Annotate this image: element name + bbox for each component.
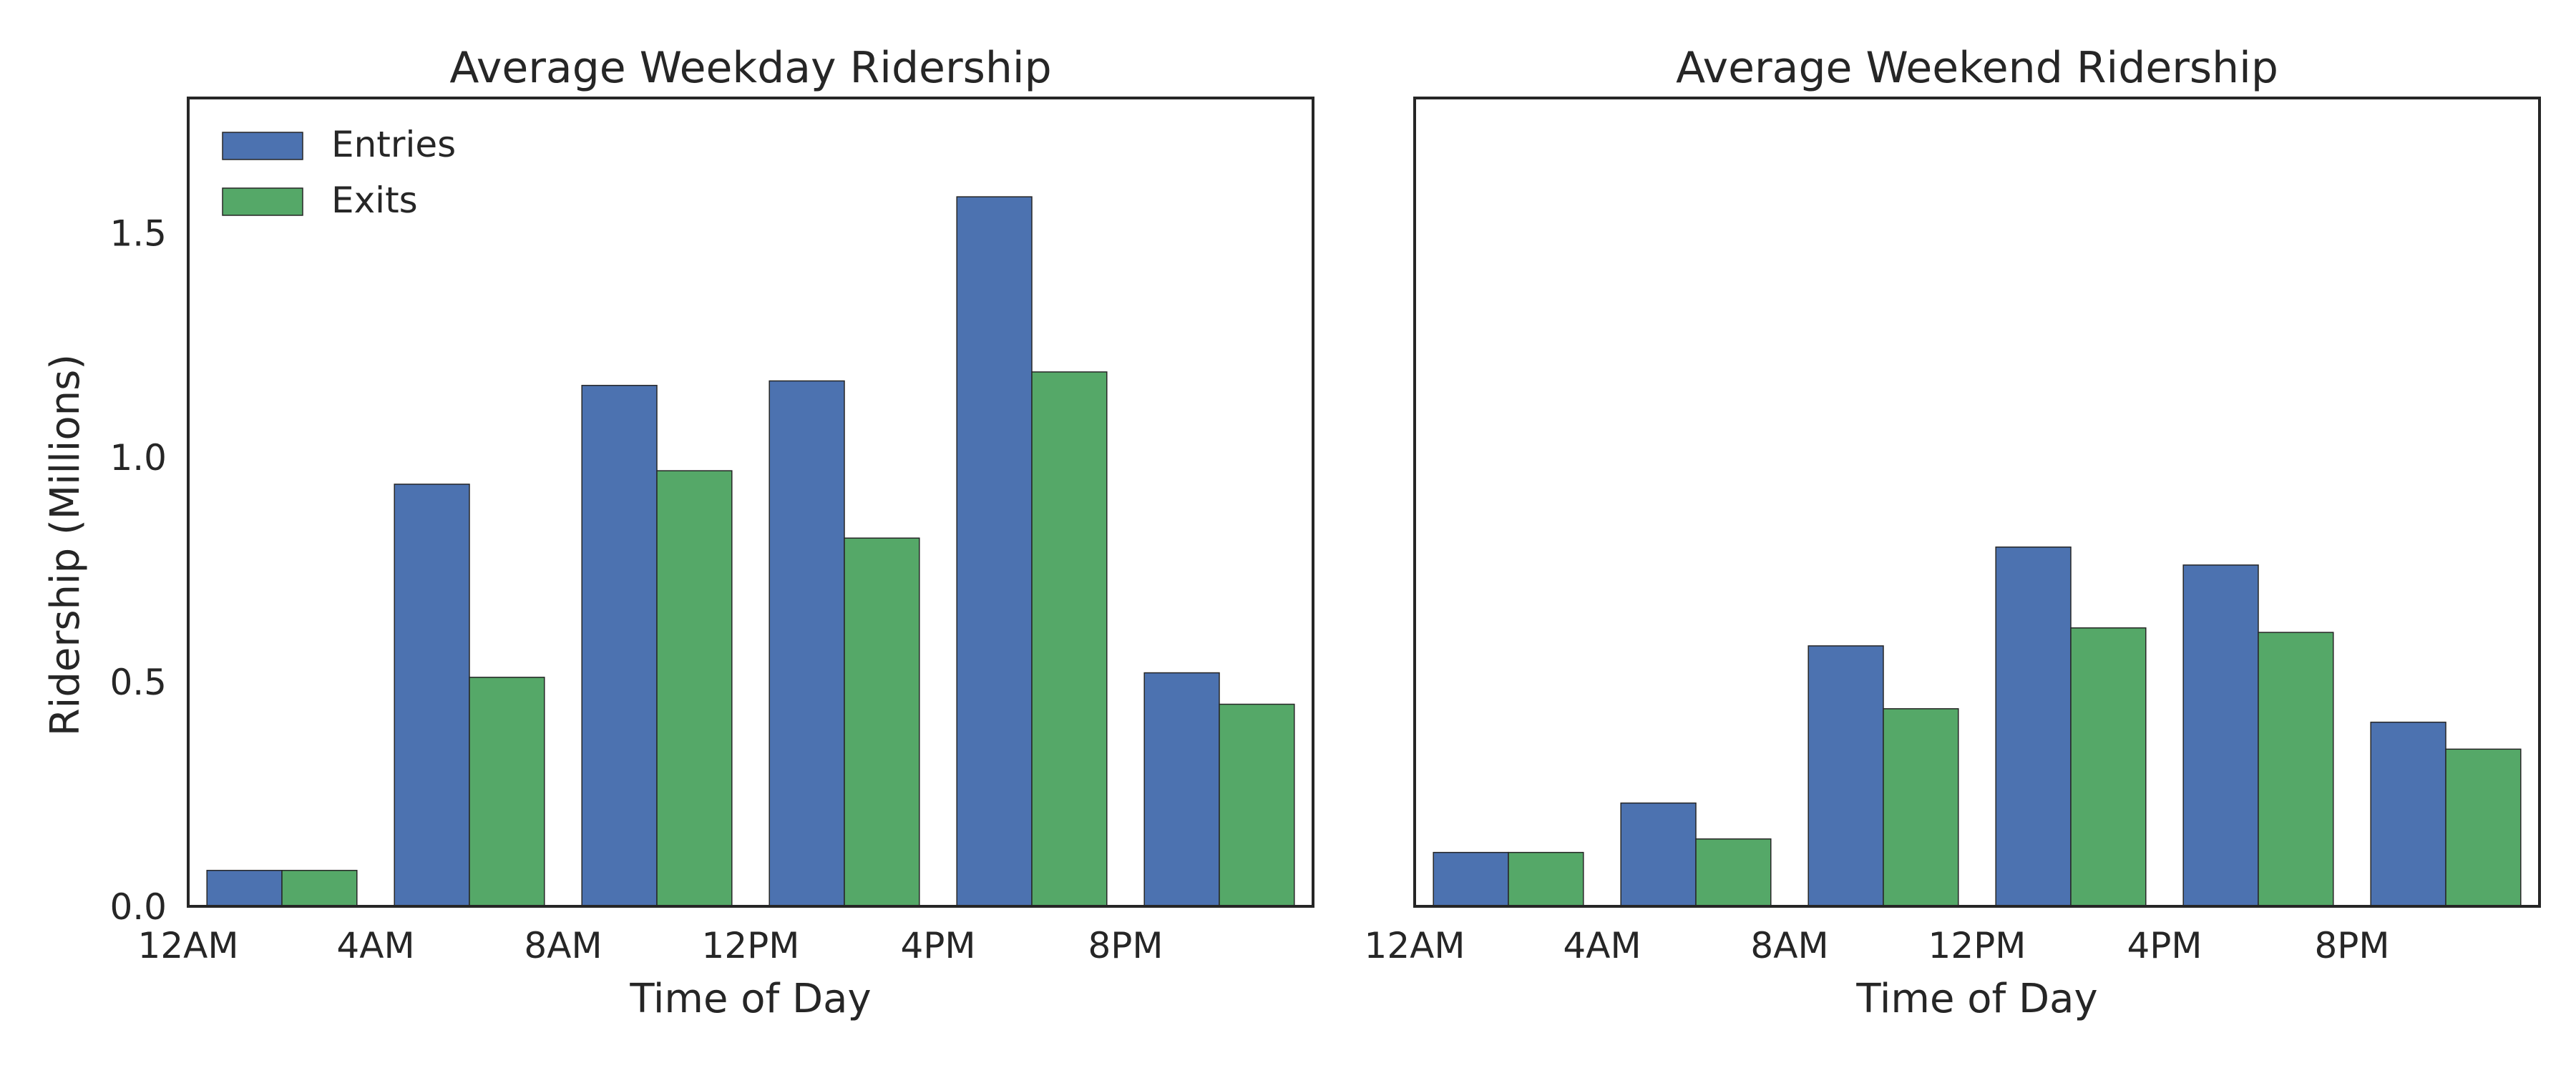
y-tick-label: 1.0 (109, 437, 167, 479)
chart-panel-1: Average Weekday Ridership 12AM 4AM 8AM 12PM 4… (42, 43, 1314, 1022)
legend-swatch-exits (222, 187, 303, 216)
x-tick-label: 4PM (2127, 925, 2202, 966)
x-tick-label: 8AM (524, 925, 602, 966)
bar-entries-12am (1433, 851, 1509, 907)
x-tick-label: 4AM (336, 925, 414, 966)
x-tick-label: 8AM (1750, 925, 1828, 966)
legend-label-entries: Entries (331, 124, 456, 165)
x-tick-label: 12PM (702, 925, 800, 966)
axes-frame (1413, 97, 2541, 908)
bar-entries-12pm (769, 380, 845, 907)
legend: Entries Exits (222, 124, 456, 221)
bar-exits-4am (1695, 838, 1772, 907)
x-tick-label: 12PM (1928, 925, 2026, 966)
bar-exits-8am (1883, 708, 1959, 907)
bar-entries-4am (1620, 802, 1697, 907)
x-tick-label: 12AM (1365, 925, 1465, 966)
y-axis-label: Ridership (Millions) (42, 354, 89, 736)
x-tick-label: 4AM (1563, 925, 1641, 966)
x-tick-label: 12AM (138, 925, 239, 966)
bar-exits-12pm (2070, 627, 2147, 907)
x-axis-label: Time of Day (1855, 976, 2097, 1022)
x-tick-label: 8PM (2314, 925, 2389, 966)
y-tick-label: 0.5 (109, 662, 167, 703)
bar-exits-4pm (2258, 632, 2334, 907)
legend-swatch-entries (222, 132, 303, 160)
x-tick-label: 4PM (900, 925, 975, 966)
bar-exits-8pm (1219, 703, 1295, 907)
bar-exits-12am (281, 870, 358, 907)
x-axis-label: Time of Day (629, 976, 871, 1022)
bar-entries-12pm (1995, 547, 2072, 907)
bar-exits-8pm (2445, 748, 2522, 907)
bar-exits-12am (1508, 851, 1584, 907)
chart-panel-2: Average Weekend Ridership 12AM 4AM 8AM 12PM 4… (1365, 43, 2541, 1022)
x-tick-label: 8PM (1088, 925, 1163, 966)
y-tick-label: 0.0 (109, 886, 167, 928)
bar-exits-8am (656, 470, 733, 907)
bar-entries-4am (394, 484, 470, 907)
bar-exits-12pm (844, 537, 920, 907)
y-tick-label: 1.5 (109, 212, 167, 254)
bar-entries-8pm (2370, 721, 2446, 907)
bar-entries-12am (206, 870, 283, 907)
bar-entries-4pm (2182, 564, 2259, 907)
bar-entries-4pm (956, 196, 1033, 907)
bar-entries-8pm (1143, 672, 1220, 907)
bar-entries-8am (1807, 645, 1884, 907)
bar-exits-4am (469, 677, 545, 907)
bar-entries-8am (581, 385, 658, 907)
bar-exits-4pm (1031, 371, 1108, 907)
axes-frame (187, 97, 1314, 908)
chart-title: Average Weekday Ridership (449, 43, 1051, 93)
legend-label-exits: Exits (331, 180, 418, 221)
chart-title: Average Weekend Ridership (1676, 43, 2278, 93)
